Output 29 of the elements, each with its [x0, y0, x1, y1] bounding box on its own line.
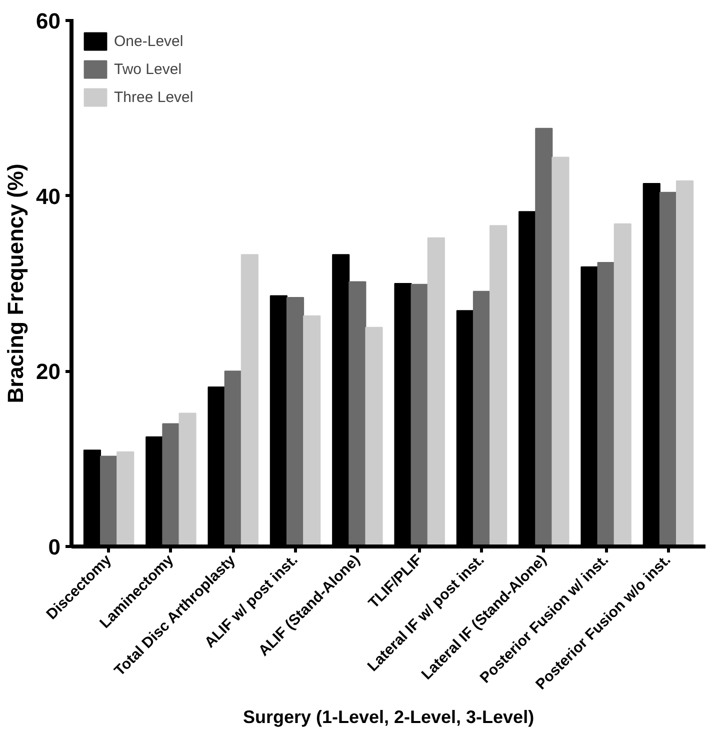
y-tick-label: 40	[36, 184, 61, 209]
bar	[100, 456, 118, 546]
bar	[162, 423, 180, 546]
legend-label: One-Level	[114, 32, 184, 50]
bar	[472, 290, 491, 546]
bar	[410, 284, 428, 546]
bar	[348, 281, 366, 546]
bar	[597, 262, 615, 546]
bar	[676, 180, 694, 546]
y-tick-label: 20	[36, 359, 61, 384]
bar	[535, 128, 553, 546]
bar	[224, 370, 242, 546]
bar	[303, 315, 321, 546]
bar	[116, 451, 134, 546]
bar	[659, 192, 677, 546]
y-tick-label: 0	[48, 534, 61, 560]
bar	[490, 225, 508, 546]
bar	[365, 326, 383, 546]
bar	[286, 297, 304, 546]
y-axis-title: Bracing Frequency (%)	[3, 164, 28, 404]
bar	[178, 412, 196, 546]
bar	[240, 254, 258, 546]
y-tick-label: 60	[36, 8, 61, 34]
bar	[427, 237, 445, 546]
bar	[552, 156, 570, 546]
x-axis-title: Surgery (1-Level, 2-Level, 3-Level)	[242, 707, 534, 728]
legend-label: Three Level	[114, 88, 194, 106]
legend-label: Two Level	[114, 60, 182, 78]
bar	[614, 223, 632, 546]
